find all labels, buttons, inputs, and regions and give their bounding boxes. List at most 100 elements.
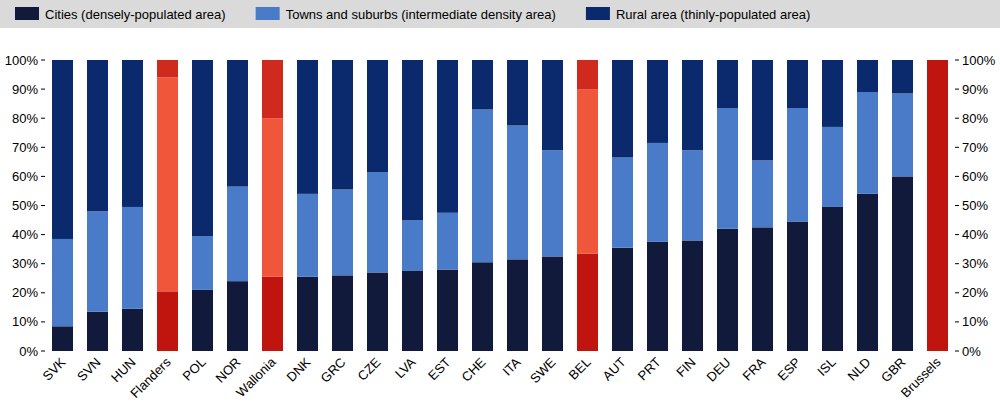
bar-segment xyxy=(507,60,528,125)
tick-mark xyxy=(41,321,45,322)
bar-segment xyxy=(262,118,283,277)
bar-segment xyxy=(682,150,703,240)
tick-mark xyxy=(41,89,45,90)
tick-label: 30% xyxy=(962,256,988,271)
tick-mark xyxy=(955,263,959,264)
chart: Cities (densely-populated area)Towns and… xyxy=(0,0,1000,403)
bar-segment xyxy=(577,254,598,351)
legend-swatch xyxy=(256,7,280,20)
bar-segment xyxy=(577,60,598,89)
category-label: NLD xyxy=(845,355,874,384)
category-label: Brussels xyxy=(898,354,944,400)
tick-label: 20% xyxy=(962,285,988,300)
bar-segment xyxy=(927,60,948,351)
legend-entry: Cities (densely-populated area) xyxy=(15,7,226,22)
tick-label: 80% xyxy=(12,111,38,126)
bar-segment xyxy=(52,60,73,239)
category-label: DEU xyxy=(704,355,734,385)
bar-segment xyxy=(472,109,493,262)
tick-label: 0% xyxy=(19,344,38,359)
bar-segment xyxy=(262,277,283,351)
bar-segment xyxy=(647,60,668,143)
tick-label: 30% xyxy=(12,256,38,271)
tick-label: 50% xyxy=(962,198,988,213)
bar-segment xyxy=(122,309,143,351)
tick-label: 0% xyxy=(962,344,981,359)
bar-segment xyxy=(787,108,808,221)
tick-mark xyxy=(41,205,45,206)
bar-segment xyxy=(192,290,213,351)
bar-segment xyxy=(437,213,458,270)
bar-segment xyxy=(682,240,703,351)
bar-segment xyxy=(87,312,108,351)
bar-segment xyxy=(297,60,318,194)
tick-mark xyxy=(41,234,45,235)
bar-segment xyxy=(192,236,213,290)
tick-label: 90% xyxy=(12,82,38,97)
tick-label: 80% xyxy=(962,111,988,126)
category-label: ITA xyxy=(499,354,523,378)
bar-segment xyxy=(332,189,353,275)
category-label: POL xyxy=(180,355,209,384)
bar-segment xyxy=(927,60,948,61)
tick-label: 50% xyxy=(12,198,38,213)
bar-segment xyxy=(227,187,248,282)
legend-label: Cities (densely-populated area) xyxy=(45,7,226,22)
tick-mark xyxy=(955,234,959,235)
bar-segment xyxy=(857,92,878,194)
bar-segment xyxy=(507,125,528,259)
category-label: CHE xyxy=(459,354,489,384)
bar-segment xyxy=(717,229,738,351)
bar-segment xyxy=(682,60,703,150)
tick-label: 20% xyxy=(12,285,38,300)
bar-segment xyxy=(647,242,668,351)
category-label: NOR xyxy=(213,355,244,386)
bar-segment xyxy=(892,93,913,176)
tick-mark xyxy=(955,351,959,352)
legend-background xyxy=(0,0,1000,28)
bar-segment xyxy=(227,281,248,351)
category-label: CZE xyxy=(355,354,384,383)
tick-mark xyxy=(41,263,45,264)
bar-segment xyxy=(752,60,773,160)
tick-label: 100% xyxy=(5,53,39,68)
bar-segment xyxy=(717,108,738,229)
bar-segment xyxy=(262,60,283,118)
category-label: PRT xyxy=(635,354,664,383)
tick-mark xyxy=(41,118,45,119)
bar-segment xyxy=(157,60,178,77)
tick-mark xyxy=(41,292,45,293)
bar-segment xyxy=(892,176,913,351)
bar-segment xyxy=(787,60,808,108)
tick-mark xyxy=(955,118,959,119)
bar-segment xyxy=(52,326,73,351)
bar-segment xyxy=(577,89,598,253)
tick-mark xyxy=(955,292,959,293)
tick-mark xyxy=(955,147,959,148)
category-label: SVN xyxy=(74,355,104,385)
bar-segment xyxy=(157,291,178,351)
tick-label: 70% xyxy=(962,140,988,155)
bar-segment xyxy=(752,160,773,227)
category-label: GRC xyxy=(318,355,349,386)
bar-segment xyxy=(157,77,178,291)
tick-label: 90% xyxy=(962,82,988,97)
legend-swatch xyxy=(586,7,610,20)
bar-segment xyxy=(367,60,388,172)
tick-label: 100% xyxy=(962,53,996,68)
category-label: HUN xyxy=(108,355,139,386)
tick-label: 60% xyxy=(12,169,38,184)
tick-mark xyxy=(41,351,45,352)
tick-mark xyxy=(955,89,959,90)
bar-segment xyxy=(122,60,143,207)
bar-segment xyxy=(87,60,108,211)
category-label: EST xyxy=(425,354,454,383)
bar-segment xyxy=(542,150,563,256)
category-label: DNK xyxy=(284,354,314,384)
category-label: SWE xyxy=(527,354,559,386)
tick-label: 60% xyxy=(962,169,988,184)
bar-segment xyxy=(402,220,423,271)
bar-segment xyxy=(472,60,493,109)
bar-segment xyxy=(752,227,773,351)
category-label: AUT xyxy=(600,354,629,383)
